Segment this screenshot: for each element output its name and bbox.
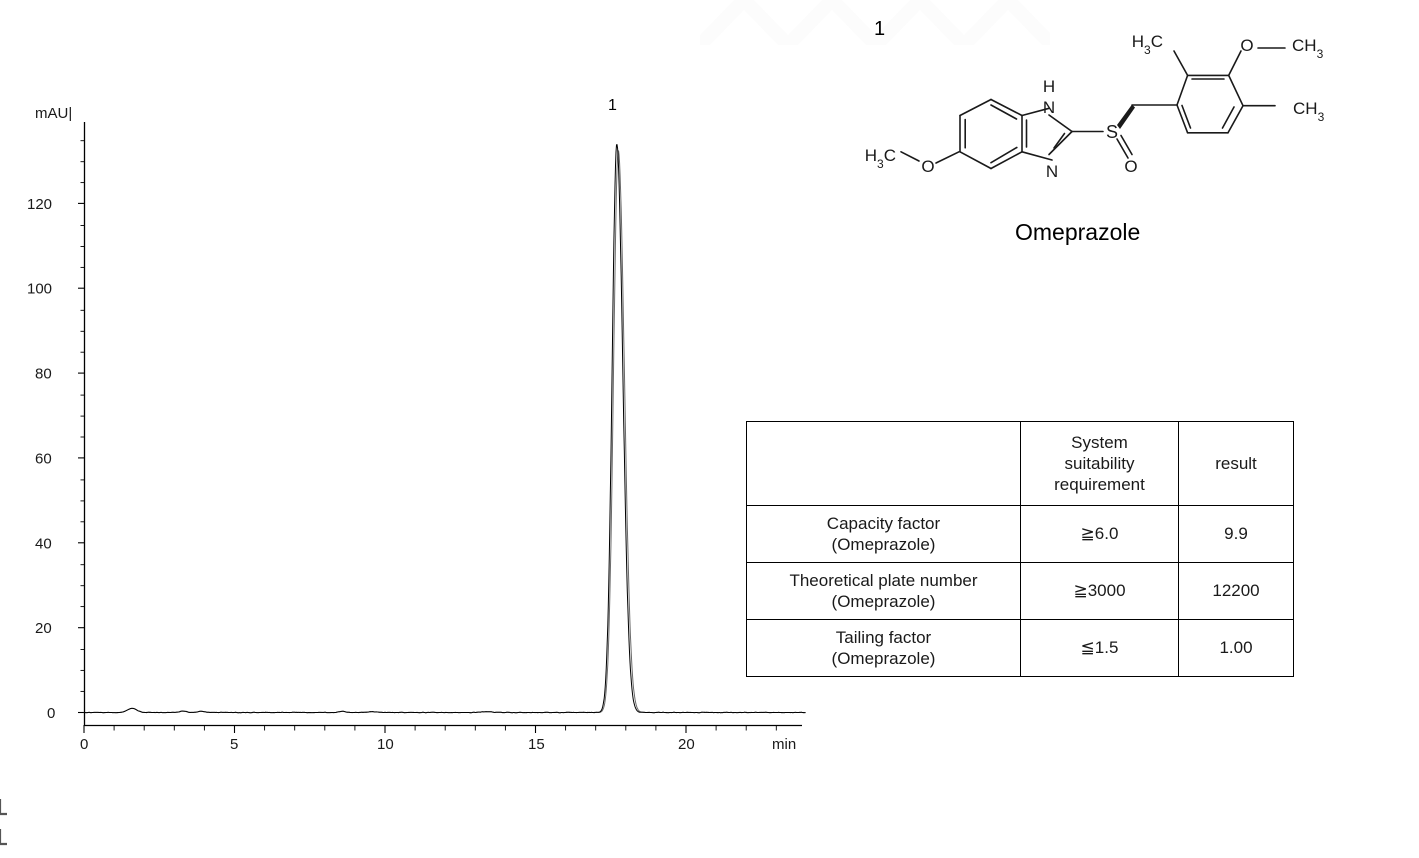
svg-text:O: O bbox=[1124, 157, 1137, 176]
svg-text:120: 120 bbox=[27, 196, 52, 213]
svg-text:80: 80 bbox=[35, 366, 52, 383]
svg-text:10: 10 bbox=[377, 736, 394, 753]
svg-text:40: 40 bbox=[35, 535, 52, 552]
svg-text:100: 100 bbox=[27, 281, 52, 298]
svg-text:Omeprazole: Omeprazole bbox=[1015, 219, 1140, 245]
svg-text:15: 15 bbox=[528, 736, 545, 753]
svg-text:mAU|: mAU| bbox=[35, 105, 72, 122]
svg-text:H3C: H3C bbox=[865, 146, 896, 171]
svg-text:S: S bbox=[1106, 122, 1118, 142]
svg-text:H: H bbox=[1043, 77, 1055, 96]
svg-text:O: O bbox=[921, 157, 934, 176]
svg-text:CH3: CH3 bbox=[1293, 99, 1325, 124]
svg-text:20: 20 bbox=[678, 736, 695, 753]
svg-text:min: min bbox=[772, 736, 796, 753]
svg-text:O: O bbox=[1240, 36, 1253, 55]
svg-text:CH3: CH3 bbox=[1292, 36, 1324, 61]
svg-text:5: 5 bbox=[230, 736, 238, 753]
svg-text:60: 60 bbox=[35, 450, 52, 467]
svg-text:0: 0 bbox=[80, 736, 88, 753]
svg-text:N: N bbox=[1046, 162, 1058, 181]
svg-text:N: N bbox=[1043, 98, 1055, 117]
svg-text:0: 0 bbox=[47, 705, 55, 722]
svg-text:20: 20 bbox=[35, 620, 52, 637]
svg-text:1: 1 bbox=[874, 18, 885, 40]
svg-text:H3C: H3C bbox=[1132, 32, 1163, 57]
svg-text:1: 1 bbox=[608, 97, 617, 114]
